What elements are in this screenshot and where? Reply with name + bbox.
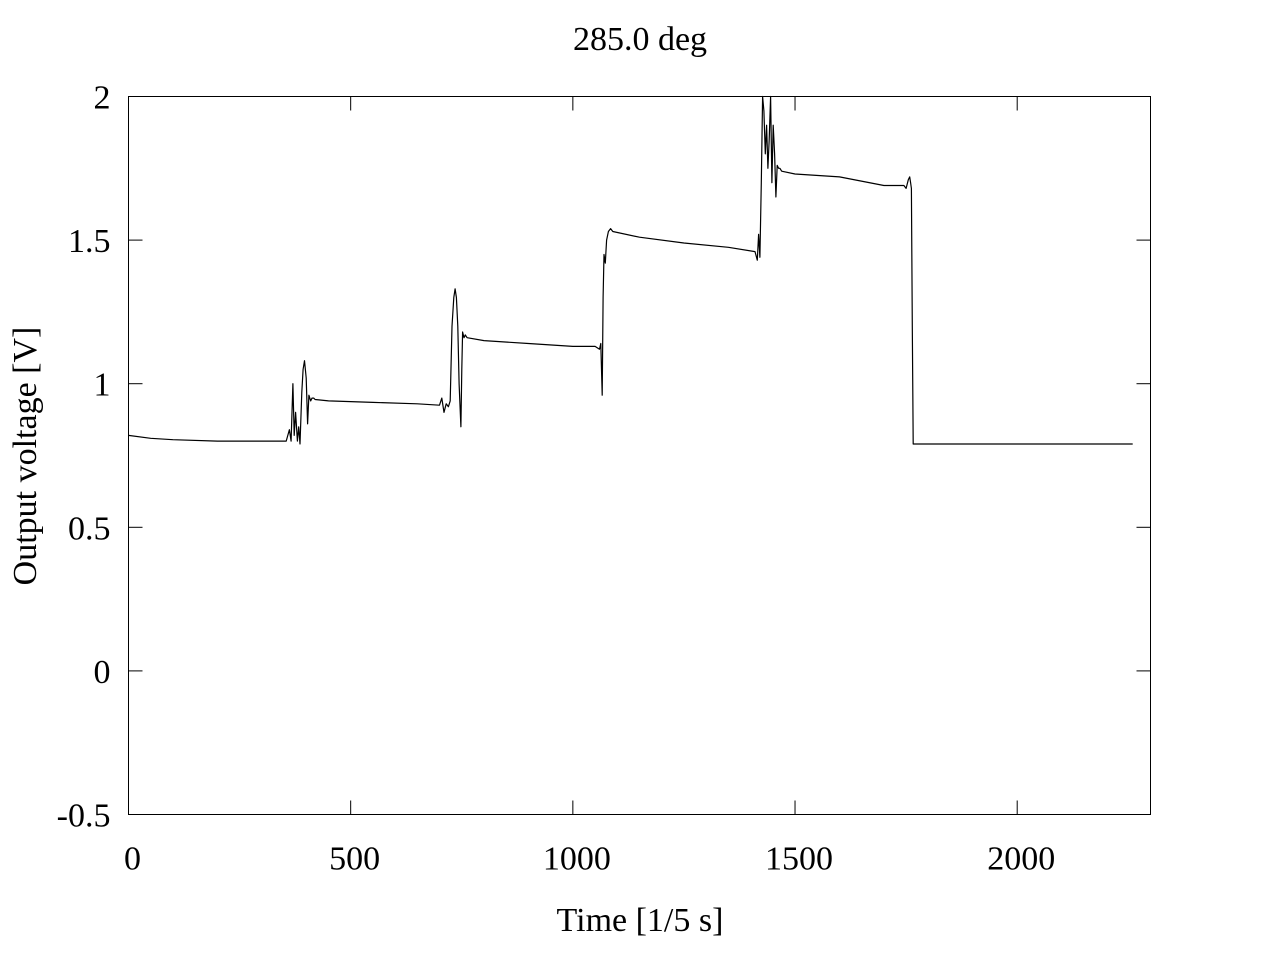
y-tick-label: 0 xyxy=(94,654,111,691)
x-tick-label: 1000 xyxy=(543,841,611,878)
x-tick-label: 2000 xyxy=(987,841,1055,878)
y-tick-label: 0.5 xyxy=(68,510,111,547)
chart-title: 285.0 deg xyxy=(573,21,707,58)
x-axis-ticks: 0 500 1000 1500 2000 xyxy=(124,96,1055,878)
y-tick-label: 2 xyxy=(94,80,111,117)
x-axis-label: Time [1/5 s] xyxy=(557,902,724,939)
y-tick-label: 1 xyxy=(94,367,111,404)
plot-frame xyxy=(128,96,1151,815)
y-axis-label: Output voltage [V] xyxy=(7,327,44,586)
y-tick-label: -0.5 xyxy=(57,798,111,835)
voltage-series-line xyxy=(128,95,1133,445)
x-tick-label: 0 xyxy=(124,841,141,878)
y-tick-label: 1.5 xyxy=(68,223,111,260)
x-tick-label: 1500 xyxy=(765,841,833,878)
x-tick-label: 500 xyxy=(329,841,380,878)
y-axis-ticks: -0.5 0 0.5 1 1.5 2 xyxy=(57,80,1151,835)
